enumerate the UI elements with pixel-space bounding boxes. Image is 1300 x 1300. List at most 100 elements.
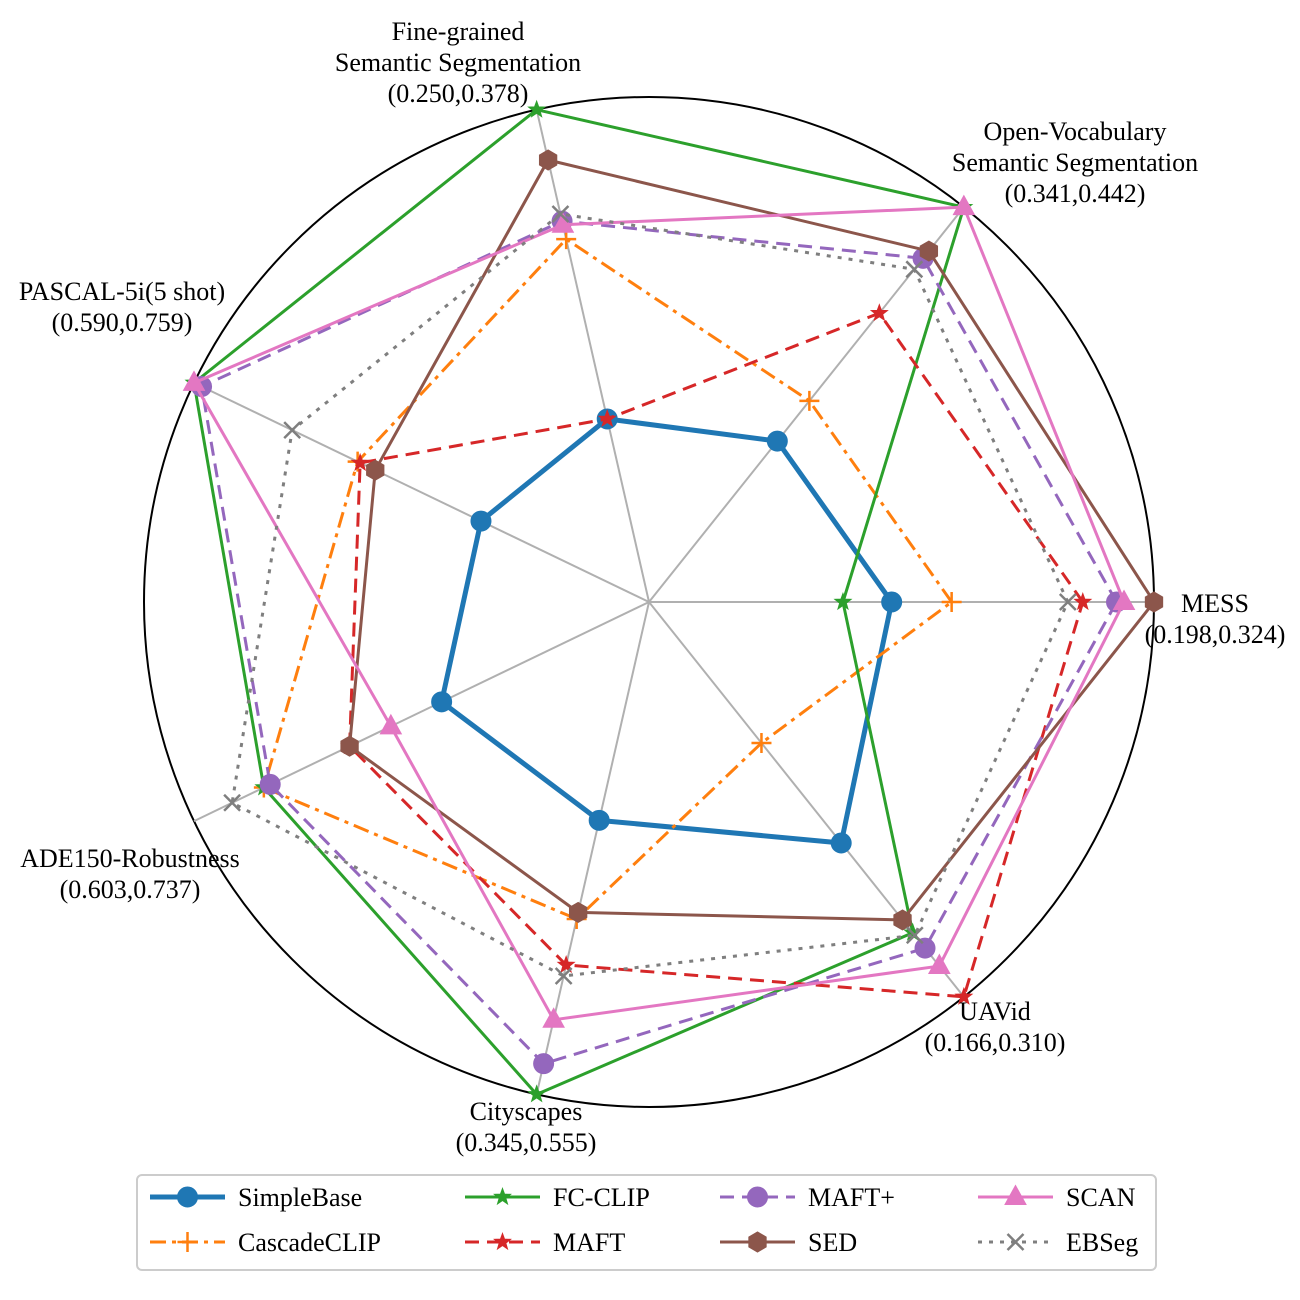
series-ebseg: [223, 205, 1077, 985]
axis-name-label: ADE150-Robustness: [20, 844, 240, 873]
series-sed: [340, 149, 1164, 931]
legend-item-sed: SED: [720, 1228, 857, 1257]
data-point: [954, 986, 974, 1005]
data-point: [952, 194, 976, 216]
legend-marker: [1006, 1233, 1025, 1251]
series-line: [192, 205, 1126, 1022]
series-simplebase: [431, 408, 903, 854]
data-point: [766, 430, 788, 452]
legend-label: SED: [808, 1228, 857, 1257]
legend-marker: [1004, 1184, 1027, 1205]
legend-label: EBSeg: [1066, 1228, 1138, 1257]
legend-label: SCAN: [1066, 1183, 1136, 1212]
data-point: [905, 926, 924, 945]
data-point: [551, 212, 575, 233]
data-point: [833, 592, 853, 611]
axis-name-label: Open-Vocabulary: [984, 117, 1167, 146]
series-line: [200, 219, 1119, 1066]
data-point: [556, 955, 576, 974]
data-point: [259, 773, 281, 795]
legend-item-fc-clip: FC-CLIP: [465, 1183, 650, 1212]
data-point: [542, 1007, 565, 1028]
axis-range-label: (0.198,0.324): [1145, 620, 1286, 649]
axis-name-label: PASCAL-5i(5 shot): [19, 277, 225, 306]
axis-spoke: [535, 109, 650, 603]
axis-spoke: [193, 381, 650, 603]
axis-range-label: (0.603,0.737): [60, 875, 201, 904]
series-line: [439, 416, 895, 846]
axis-name-label: MESS: [1181, 589, 1249, 618]
series-line: [192, 108, 966, 1096]
legend-item-ebseg: EBSeg: [978, 1228, 1138, 1257]
data-point: [1144, 591, 1164, 613]
data-point: [881, 591, 903, 613]
legend-label: CascadeCLIP: [238, 1228, 381, 1257]
series-line: [348, 158, 1156, 922]
legend-marker: [177, 1232, 198, 1252]
axis-range-label: (0.345,0.555): [456, 1128, 597, 1157]
legend-label: SimpleBase: [238, 1183, 362, 1212]
axis-label-group: PASCAL-5i(5 shot)(0.590,0.759): [19, 277, 225, 337]
axis-labels: MESS(0.198,0.324) Open-VocabularySemantic…: [19, 17, 1286, 1157]
data-point: [941, 592, 962, 612]
legend-item-maft-: MAFT+: [720, 1183, 895, 1212]
data-point: [554, 967, 573, 985]
series-line: [348, 311, 1085, 999]
data-point: [799, 390, 820, 411]
legend-marker: [177, 1186, 198, 1208]
axis-label-group: MESS(0.198,0.324): [1145, 589, 1286, 649]
legend-label: FC-CLIP: [553, 1183, 650, 1212]
data-point: [869, 303, 889, 322]
data-point: [366, 459, 385, 481]
data-point: [588, 809, 610, 831]
axis-label-group: UAVid(0.166,0.310): [925, 997, 1066, 1057]
data-point: [379, 713, 403, 735]
data-point: [919, 240, 939, 262]
legend-label: MAFT: [553, 1228, 625, 1257]
axis-range-label: (0.250,0.378): [388, 79, 529, 108]
legend-item-cascadeclip: CascadeCLIP: [150, 1228, 381, 1257]
legend: SimpleBase CascadeCLIP FC-CLIP MAFT MAFT+ SED…: [136, 1174, 1157, 1271]
data-point: [431, 691, 453, 713]
data-point: [568, 901, 588, 923]
series-scan: [182, 194, 1136, 1028]
legend-marker: [493, 1187, 512, 1206]
data-point: [283, 421, 302, 440]
legend-item-scan: SCAN: [978, 1183, 1136, 1212]
axis-range-label: (0.166,0.310): [925, 1028, 1066, 1057]
data-point: [597, 408, 617, 428]
axis-name-label: Semantic Segmentation: [952, 148, 1198, 177]
radar-series: [182, 99, 1164, 1103]
data-point: [340, 735, 359, 757]
data-point: [905, 260, 924, 279]
series-line: [230, 212, 1070, 978]
legend-marker: [747, 1186, 768, 1208]
data-point: [538, 149, 558, 171]
axis-name-label: Cityscapes: [470, 1097, 583, 1126]
data-point: [527, 99, 547, 118]
legend-marker: [748, 1231, 767, 1253]
data-point: [182, 370, 206, 391]
data-point: [927, 953, 951, 975]
legend-marker: [493, 1232, 512, 1251]
data-point: [551, 205, 570, 223]
legend-box: [136, 1174, 1157, 1271]
axis-range-label: (0.341,0.442): [1005, 179, 1146, 208]
data-point: [350, 452, 370, 471]
data-point: [1058, 593, 1077, 611]
legend-item-maft: MAFT: [465, 1228, 625, 1257]
radar-grid: [143, 96, 1155, 1108]
axis-label-group: Cityscapes(0.345,0.555): [456, 1097, 597, 1157]
data-point: [914, 937, 936, 959]
data-point: [533, 1053, 555, 1075]
series-line: [262, 237, 954, 921]
data-point: [893, 909, 912, 931]
legend-label: MAFT+: [808, 1183, 895, 1212]
legend-item-simplebase: SimpleBase: [150, 1183, 362, 1212]
axis-name-label: UAVid: [959, 997, 1031, 1026]
data-point: [527, 1084, 547, 1103]
axis-label-group: ADE150-Robustness(0.603,0.737): [20, 844, 240, 904]
